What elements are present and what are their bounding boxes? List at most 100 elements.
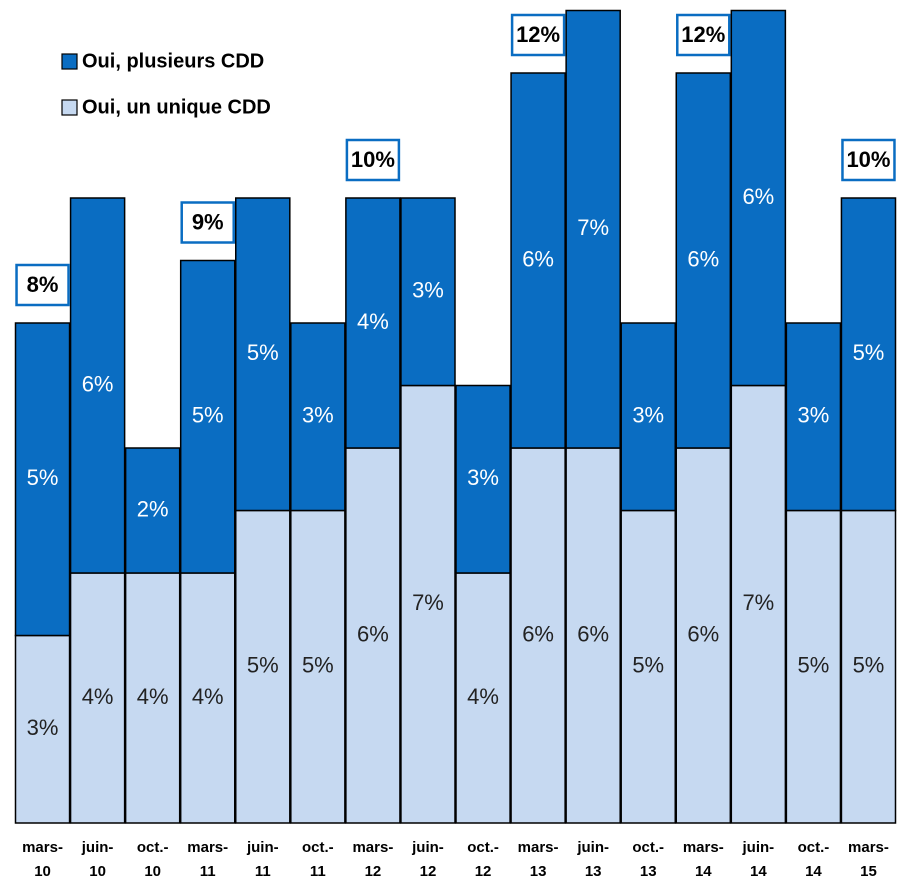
value-label: 3% [467,465,499,490]
x-tick-label: juin- 13 [576,839,609,880]
x-tick-label: mars- 13 [518,839,559,880]
x-tick-label: mars- 11 [187,839,228,880]
x-tick-label: oct.- 11 [302,839,334,880]
bar-segment [565,447,621,824]
value-label: 7% [577,215,609,240]
x-tick-line: juin- [742,839,775,856]
total-label: 10% [351,147,395,172]
bar-segment [345,447,401,824]
x-tick-label: juin- 12 [411,839,444,880]
x-tick-line: oct.- [302,839,334,856]
x-tick-label: oct.- 14 [798,839,830,880]
x-tick-label: juin- 11 [246,839,279,880]
x-tick-line: 12 [420,863,437,880]
bar-segment [14,322,71,637]
value-label: 4% [192,684,224,709]
x-tick-line: juin- [411,839,444,856]
bar-segment [675,447,732,824]
total-box [676,13,731,57]
bar-segment [124,447,181,574]
bar-segment [840,509,897,824]
x-tick-line: juin- [576,839,609,856]
value-label: 6% [577,621,609,646]
bar-segment [14,634,71,824]
total-box [345,138,401,182]
value-label: 6% [742,184,774,209]
x-tick-line: 13 [640,863,657,880]
value-label: 7% [412,590,444,615]
bar-segment [840,197,897,512]
bar-segment [510,447,566,824]
x-tick-line: 11 [255,863,271,880]
x-tick-line: 10 [34,863,51,880]
value-label: 4% [137,684,169,709]
legend-label: Oui, plusieurs CDD [82,50,264,72]
bar-segment [785,509,842,824]
x-tick-line: oct.- [137,839,169,856]
total-box [180,201,235,244]
x-tick-label: mars- 10 [22,839,63,880]
x-tick-line: oct.- [467,839,499,856]
value-label: 7% [742,590,774,615]
bar-segment [400,197,456,387]
x-tick-label: mars- 14 [683,839,724,880]
x-tick-line: oct.- [632,839,664,856]
value-label: 6% [357,621,389,646]
total-label: 8% [27,272,59,297]
value-label: 3% [632,403,664,428]
x-tick-line: mars- [187,839,228,856]
x-tick-line: juin- [246,839,279,856]
bar-segment [235,509,291,824]
bar-segment [785,322,842,512]
bar-segment [620,509,676,824]
value-label: 4% [82,684,114,709]
value-label: 5% [247,653,279,678]
bar-segment [455,384,511,574]
value-label: 6% [522,246,554,271]
x-tick-line: mars- [518,839,559,856]
bar-segment [290,322,346,512]
bar-segment [345,197,401,449]
value-label: 5% [632,653,664,678]
value-label: 3% [412,278,444,303]
bar-segment [730,9,787,387]
value-label: 5% [27,465,59,490]
x-tick-line: mars- [22,839,63,856]
x-tick-label: juin- 10 [81,839,114,880]
value-label: 6% [522,621,554,646]
bar-segment [675,72,732,449]
value-label: 3% [302,403,334,428]
x-tick-line: 12 [365,863,382,880]
legend-label: Oui, un unique CDD [82,96,271,118]
total-box [510,13,566,57]
x-tick-line: mars- [352,839,393,856]
x-tick-line: mars- [683,839,724,856]
total-box [15,263,70,307]
total-box [841,138,896,182]
x-tick-label: juin- 14 [742,839,775,880]
value-label: 4% [357,309,389,334]
x-tick-line: juin- [81,839,114,856]
value-label: 3% [798,403,830,428]
x-tick-line: 15 [860,863,877,880]
total-label: 12% [681,22,725,47]
bar-segment [290,509,346,824]
total-label: 10% [846,147,890,172]
legend-swatch [61,99,78,116]
x-tick-line: 10 [144,863,161,880]
total-label: 9% [192,209,224,234]
value-label: 5% [302,653,334,678]
bar-segment [69,572,126,824]
bar-segment [510,72,566,449]
bar-segment [400,384,456,824]
total-label: 12% [516,22,560,47]
x-tick-line: 14 [805,863,822,880]
legend-swatch [61,53,78,70]
value-label: 6% [687,246,719,271]
x-tick-label: oct.- 12 [467,839,499,880]
value-label: 6% [687,621,719,646]
value-label: 5% [853,340,885,365]
value-label: 2% [137,496,169,521]
value-label: 6% [82,371,114,396]
